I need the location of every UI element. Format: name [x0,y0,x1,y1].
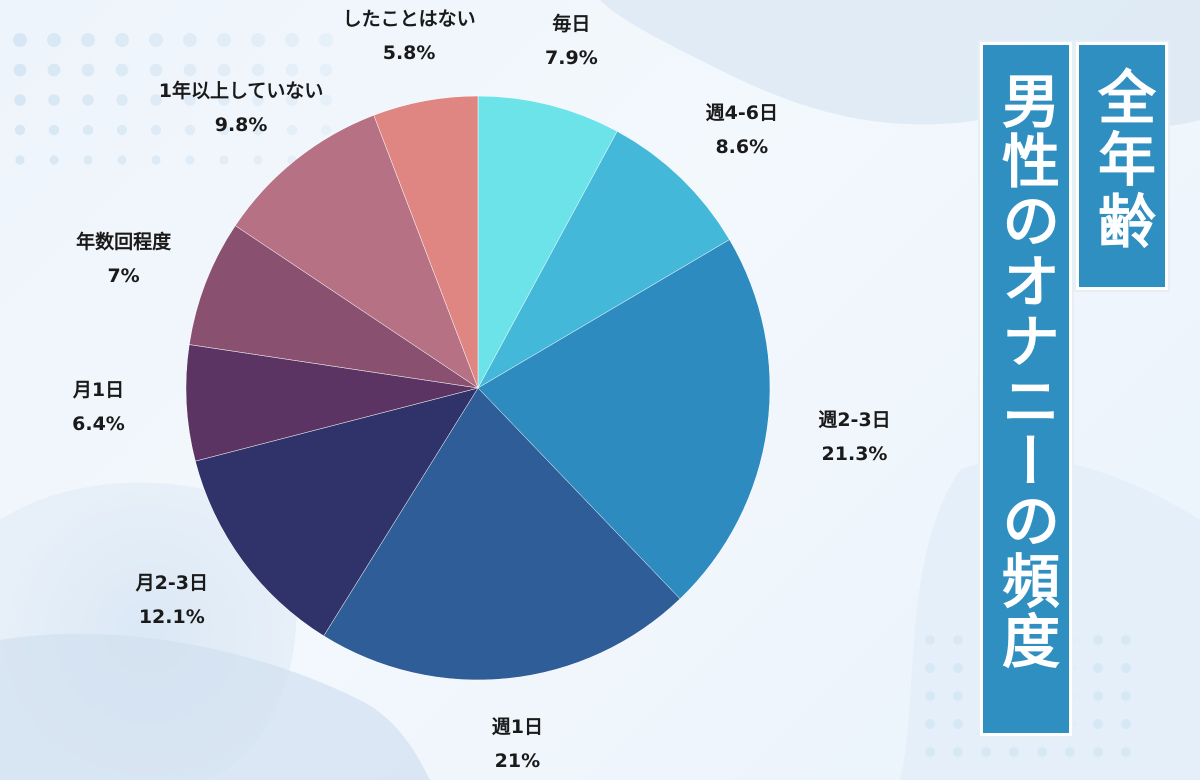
slice-label: 毎日 7.9% [545,7,598,75]
slice-label-value: 5.8% [382,41,436,64]
title-age-text: 全年齢 [1088,67,1156,253]
slice-label: 月2-3日 12.1% [136,566,208,634]
slice-label: 月1日 6.4% [72,373,125,441]
slice-label-name: 月1日 [72,378,125,401]
slice-label: 週4-6日 8.6% [706,96,778,164]
slice-label: 週2-3日 21.3% [818,403,890,471]
slice-label-name: 月2-3日 [135,572,208,594]
slice-label-value: 21% [494,750,541,773]
title-main-text: 男性のオナニーの頻度 [992,71,1060,671]
pie-slice [185,344,479,462]
slice-label-value: 6.4% [72,412,125,435]
slice-label-value: 8.6% [715,136,769,159]
title-main-box: 男性のオナニーの頻度 [980,42,1072,736]
pie-slice [477,130,730,389]
slice-label-name: 毎日 [552,13,591,35]
pie-slice [323,387,681,681]
slice-label-value: 7.9% [545,47,598,69]
slice-label-value: 9.8% [214,114,268,137]
pie-slice [234,114,479,389]
slice-label: 1年以上していない 9.8% [159,74,324,142]
title-age-box: 全年齢 [1076,42,1168,290]
pie-slice [373,95,479,389]
pie-slice [477,95,618,389]
slice-label-name: したことはない [342,7,476,30]
slice-label-value: 12.1% [138,606,205,628]
slice-label: 週1日 21% [492,710,543,778]
slice-label-name: 1年以上していない [158,80,324,103]
slice-label-value: 21.3% [821,442,888,465]
slice-label-name: 週4-6日 [705,102,778,125]
slice-label-value: 7% [107,264,140,287]
slice-label-name: 年数回程度 [76,230,172,253]
pie-slice [195,387,479,637]
slice-label-name: 週1日 [491,716,544,739]
slice-label: したことはない 5.8% [343,2,476,70]
pie-slice [188,225,479,389]
pie-slice [477,239,771,600]
slice-label-name: 週2-3日 [818,408,891,431]
slice-label: 年数回程度 7% [76,225,171,293]
